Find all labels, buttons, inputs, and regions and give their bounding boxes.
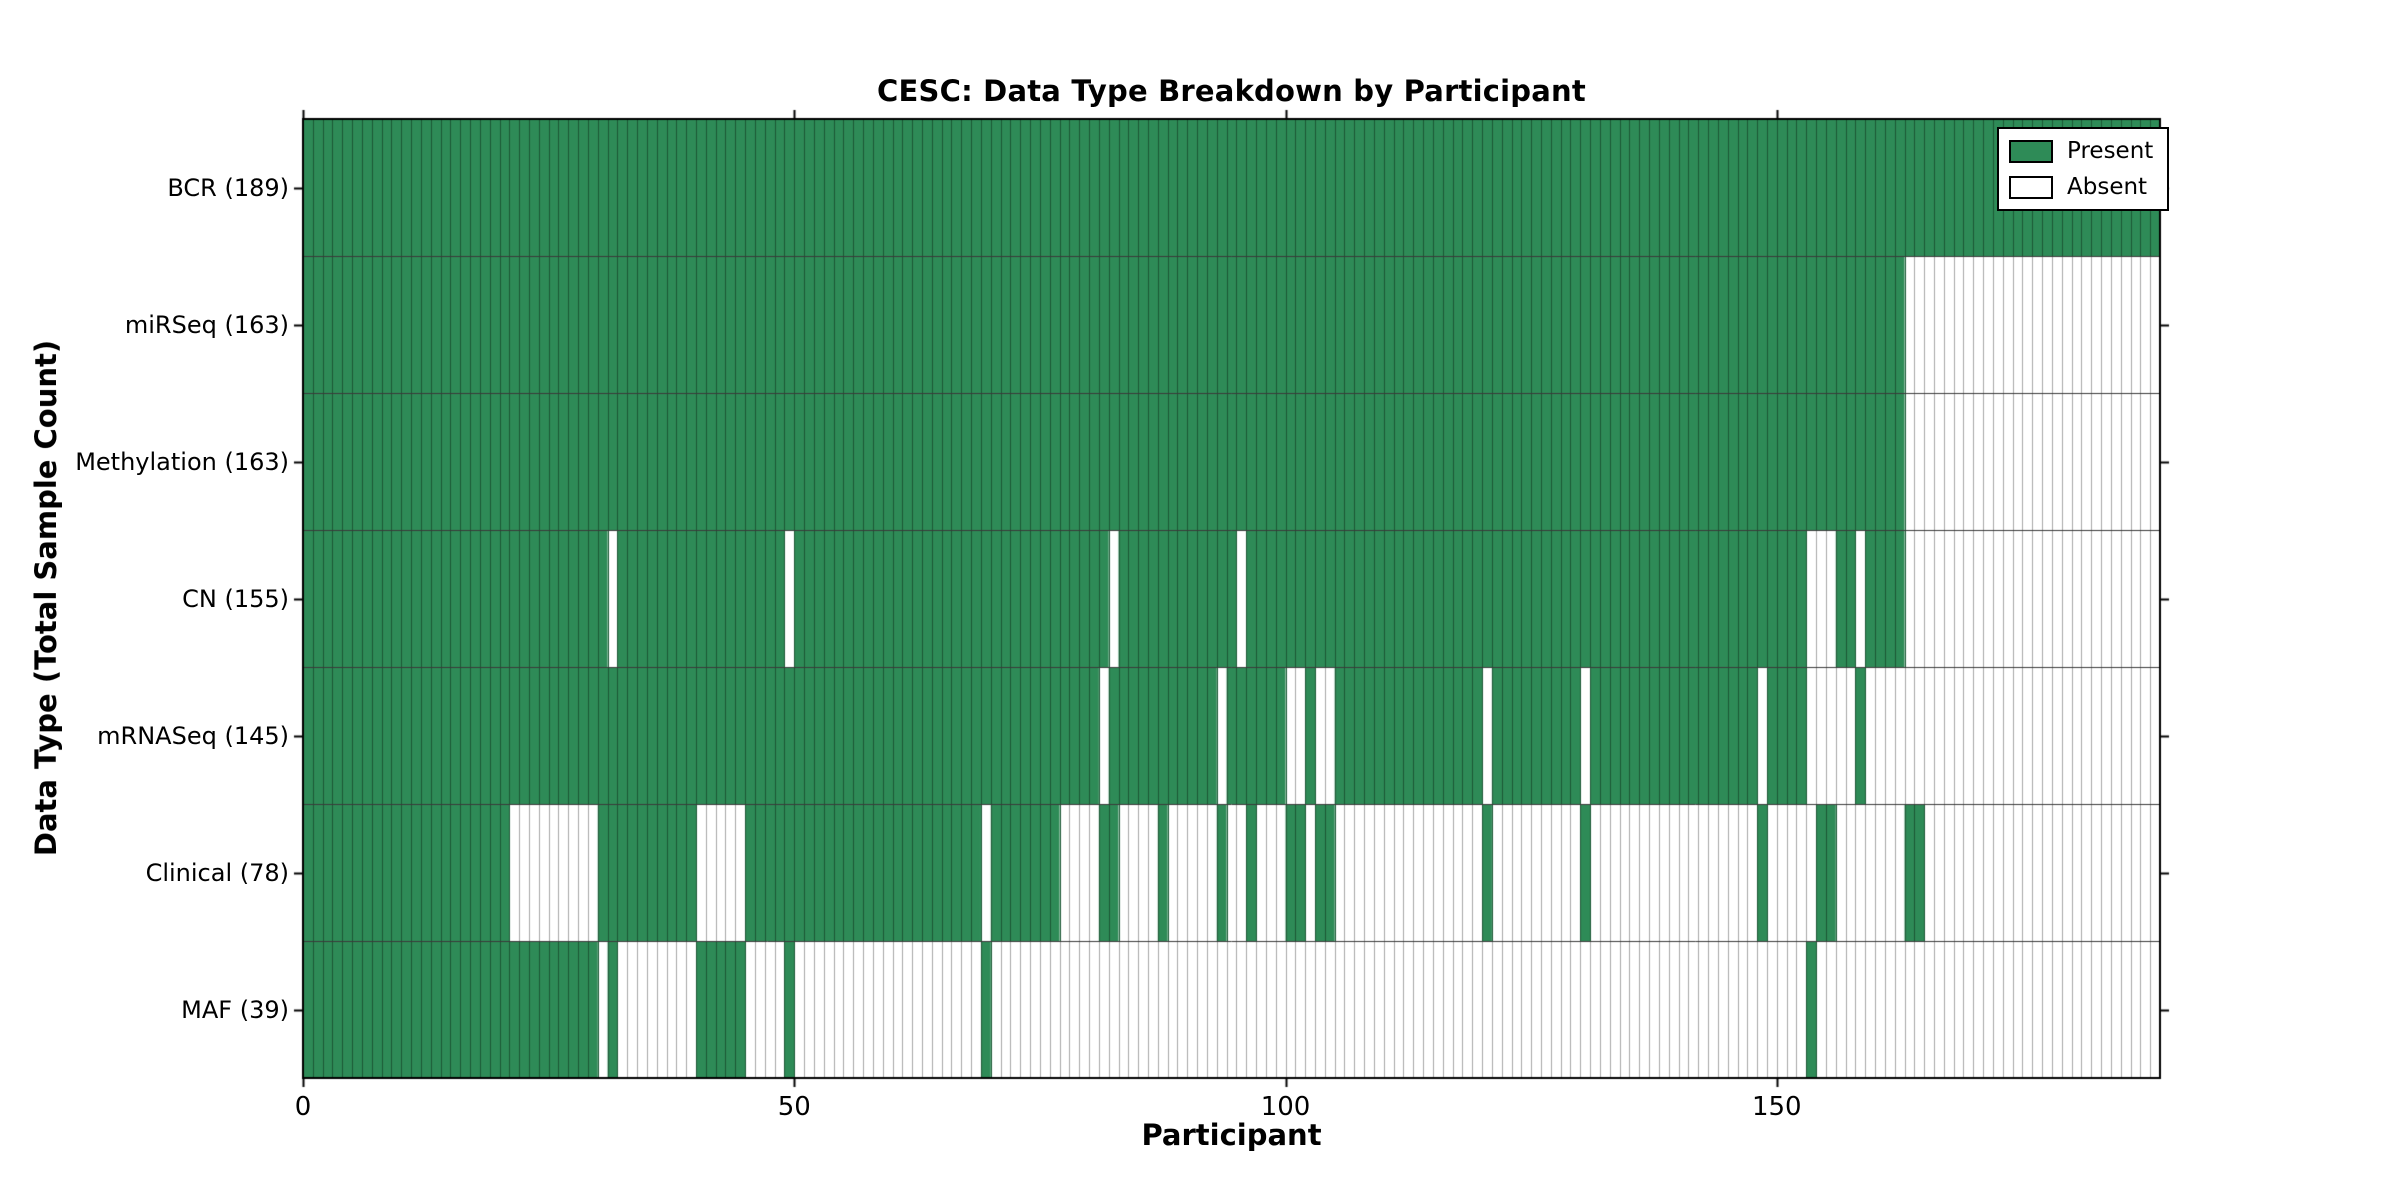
y-tick-label-Clinical: Clinical (78) — [145, 858, 289, 887]
x-tick-label-100: 100 — [1260, 1092, 1311, 1122]
legend-entry-present: Present — [2009, 138, 2153, 164]
legend-swatch-present — [2009, 139, 2053, 163]
x-tick-label-0: 0 — [294, 1092, 312, 1122]
y-tick-label-MAF: MAF (39) — [181, 995, 289, 1024]
y-tick-label-mRNASeq: mRNASeq (145) — [97, 721, 289, 750]
legend-entry-absent: Absent — [2009, 174, 2153, 200]
x-tick-label-50: 50 — [777, 1092, 811, 1122]
y-tick-label-BCR: BCR (189) — [167, 173, 289, 202]
y-tick-label-miRSeq: miRSeq (163) — [124, 310, 289, 339]
y-tick-label-Methylation: Methylation (163) — [75, 447, 289, 476]
legend: Present Absent — [1997, 127, 2170, 211]
x-tick-label-150: 150 — [1751, 1092, 1802, 1122]
y-axis-label: Data Type (Total Sample Count) — [29, 339, 63, 857]
legend-swatch-absent — [2009, 175, 2053, 199]
chart-title: CESC: Data Type Breakdown by Participant — [877, 74, 1586, 108]
x-axis-label: Participant — [1141, 1118, 1322, 1152]
legend-label-present: Present — [2067, 138, 2154, 164]
y-tick-label-CN: CN (155) — [182, 584, 289, 613]
legend-label-absent: Absent — [2067, 174, 2148, 200]
